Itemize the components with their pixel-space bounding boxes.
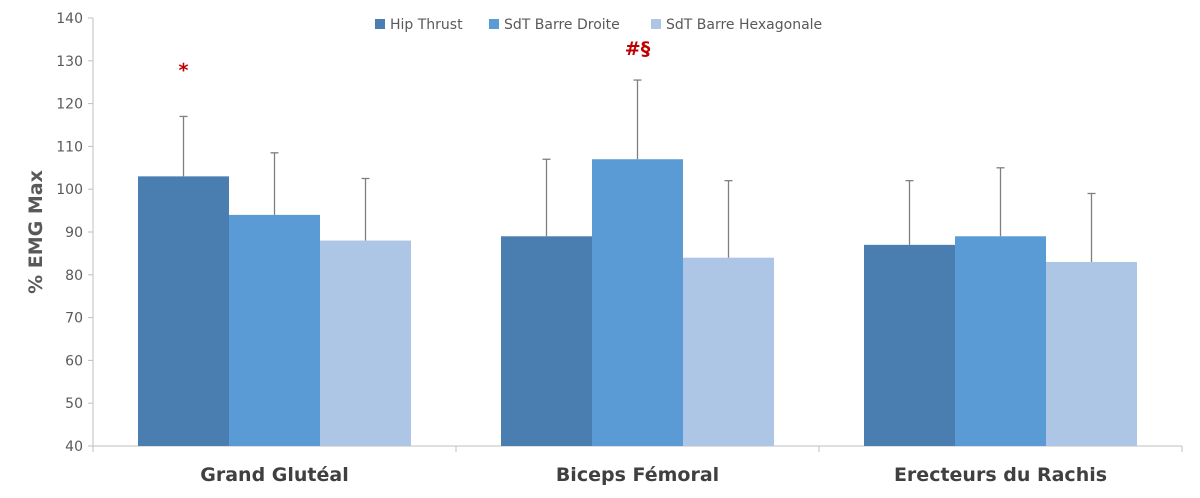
bars <box>138 159 1137 447</box>
y-axis: 40 50 60 70 80 90 100 110 120 130 140 <box>56 11 94 455</box>
bar <box>501 236 592 446</box>
legend-label: Hip Thrust <box>390 17 463 33</box>
y-tick-label: 120 <box>56 97 83 113</box>
y-axis-title: % EMG Max <box>25 170 47 294</box>
y-tick-label: 60 <box>65 353 83 369</box>
legend-swatch <box>375 19 385 29</box>
y-tick-label: 50 <box>65 396 83 412</box>
y-tick-label: 100 <box>56 182 83 198</box>
x-category-label: Erecteurs du Rachis <box>894 464 1107 486</box>
annotations: * #§ <box>179 38 651 81</box>
x-category-label: Grand Glutéal <box>200 464 348 486</box>
legend-swatch <box>489 19 499 29</box>
y-tick-label: 140 <box>56 11 83 27</box>
legend-swatch <box>651 19 661 29</box>
bar <box>683 257 774 446</box>
y-tick-label: 110 <box>56 139 83 155</box>
significance-marker: #§ <box>625 38 651 60</box>
y-tick-label: 90 <box>65 225 83 241</box>
legend-label: SdT Barre Hexagonale <box>666 17 822 33</box>
bar <box>955 236 1046 446</box>
error-bars <box>179 79 1096 262</box>
y-tick-label: 80 <box>65 268 83 284</box>
bar <box>864 244 955 446</box>
bar <box>592 159 683 447</box>
legend-label: SdT Barre Droite <box>504 17 620 33</box>
bar <box>229 214 320 446</box>
y-tick-label: 130 <box>56 54 83 70</box>
bar <box>138 176 229 447</box>
bar <box>320 240 411 446</box>
y-tick-label: 70 <box>65 311 83 327</box>
x-category-label: Biceps Fémoral <box>556 464 719 486</box>
significance-marker: * <box>179 59 189 81</box>
bar <box>1046 261 1137 446</box>
y-tick-label: 40 <box>65 439 83 455</box>
legend: Hip Thrust SdT Barre Droite SdT Barre Hexa… <box>375 17 822 33</box>
x-axis: Grand Glutéal Biceps Fémoral Erecteurs du … <box>92 445 1183 486</box>
